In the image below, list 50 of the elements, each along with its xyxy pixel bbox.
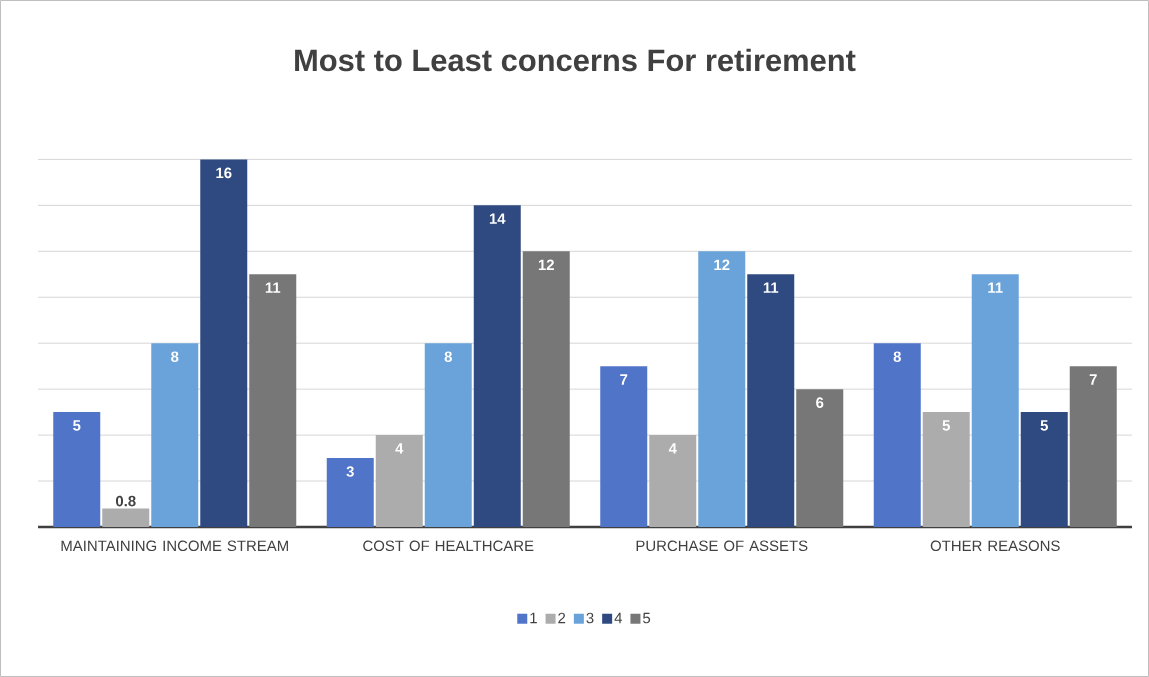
- bar: [971, 274, 1019, 527]
- chart-title: Most to Least concerns For retirement: [295, 48, 856, 72]
- x-tick-label: COST OF HEALTHCARE: [363, 540, 534, 552]
- data-label: 7: [1089, 374, 1097, 385]
- bar: [473, 205, 521, 527]
- bar: [922, 412, 970, 527]
- bar: [375, 435, 423, 527]
- legend-label: 3: [586, 612, 594, 624]
- data-label: 8: [171, 351, 179, 362]
- bar: [1020, 412, 1068, 527]
- bar: [326, 458, 374, 527]
- bar: [873, 343, 921, 527]
- data-label: 11: [988, 282, 1003, 293]
- bar: [698, 251, 746, 527]
- data-label: 6: [816, 397, 824, 408]
- data-label: 5: [73, 420, 81, 431]
- legend-label: 5: [643, 612, 651, 624]
- bar: [102, 508, 150, 527]
- data-label: 14: [489, 213, 506, 224]
- data-label: 12: [714, 259, 730, 270]
- bar: [151, 343, 199, 527]
- legend-label: 1: [530, 612, 537, 624]
- bar: [200, 159, 248, 527]
- bar: [522, 251, 570, 527]
- bar: [53, 412, 101, 527]
- x-tick-label: OTHER REASONS: [930, 540, 1060, 552]
- bar: [249, 274, 297, 527]
- legend-label: 2: [558, 612, 566, 624]
- bar: [796, 389, 844, 527]
- bar: [649, 435, 697, 527]
- bar: [747, 274, 795, 527]
- data-label: 12: [538, 259, 554, 270]
- bar: [600, 366, 648, 527]
- data-label: 3: [346, 466, 354, 477]
- bar: [424, 343, 472, 527]
- bar: [1069, 366, 1117, 527]
- data-label: 0.8: [115, 495, 136, 507]
- x-tick-label: PURCHASE OF ASSETS: [636, 540, 808, 552]
- data-label: 11: [265, 282, 281, 293]
- data-label: 5: [1040, 420, 1048, 431]
- data-label: 7: [620, 374, 628, 385]
- x-tick-label: MAINTAINING INCOME STREAM: [61, 540, 288, 552]
- data-label: 11: [763, 282, 779, 293]
- legend-label: 4: [614, 612, 623, 624]
- data-label: 8: [893, 351, 901, 362]
- data-label: 16: [216, 167, 232, 179]
- data-label: 5: [942, 420, 950, 431]
- data-label: 4: [668, 443, 677, 454]
- data-label: 8: [444, 351, 452, 362]
- data-label: 4: [395, 443, 404, 454]
